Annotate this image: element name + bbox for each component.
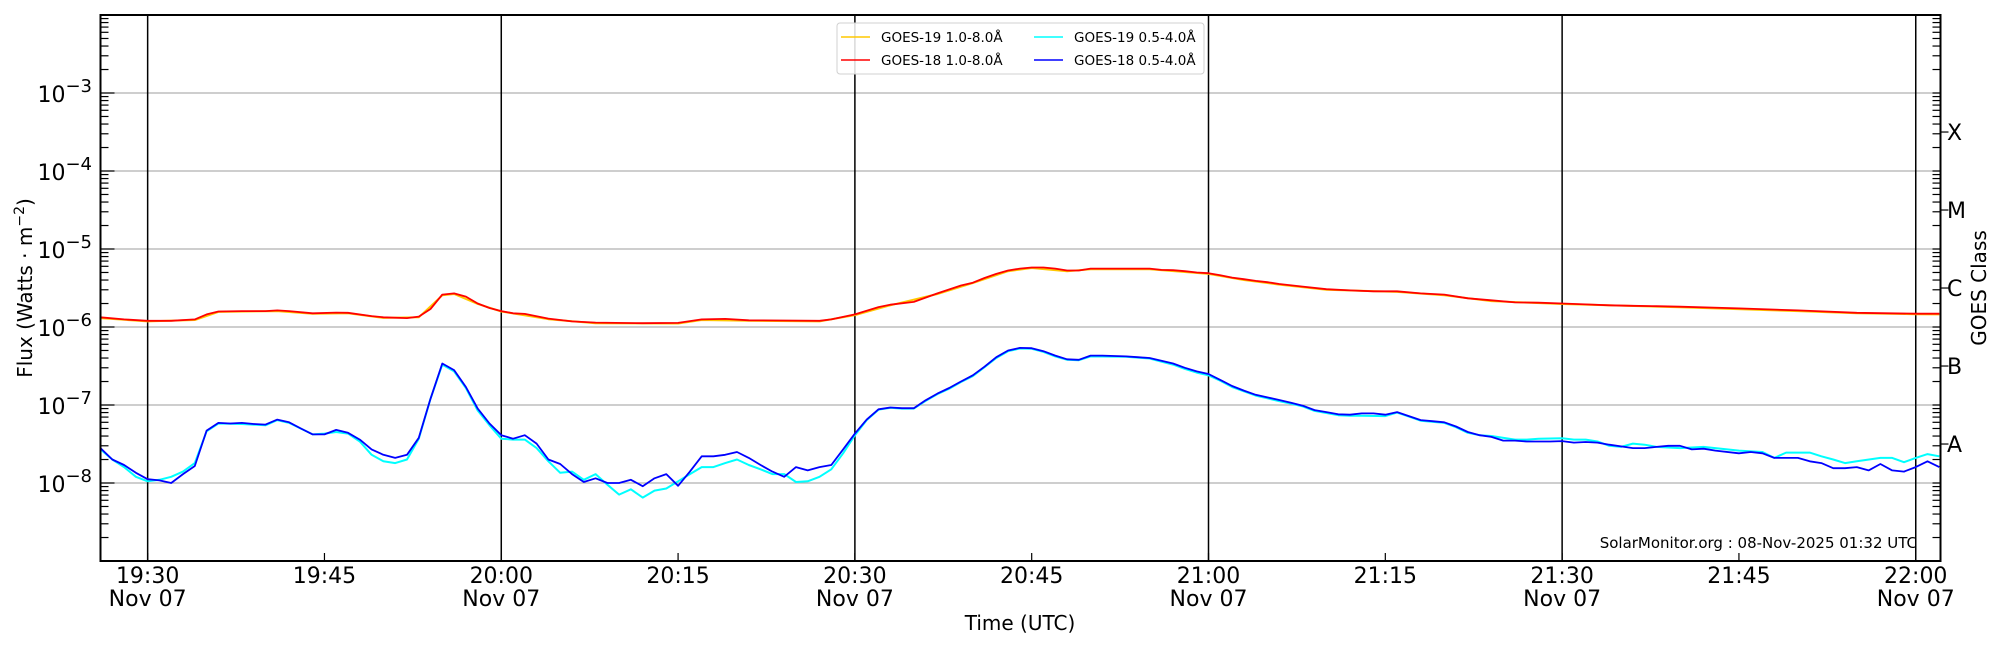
- x-tick-date-label: Nov 07: [1877, 587, 1955, 612]
- goes-class-label: A: [1947, 433, 1962, 458]
- x-tick-time-label: 20:00: [470, 564, 533, 589]
- day-time-marker-lines: [146, 15, 1917, 561]
- legend-label: GOES-18 1.0-8.0Å: [881, 52, 1003, 69]
- x-tick-time-label: 21:15: [1354, 564, 1417, 589]
- x-tick-date-label: Nov 07: [1523, 587, 1601, 612]
- y-tick-base: 10: [37, 473, 65, 498]
- y-tick-label: 10−7: [37, 388, 92, 420]
- x-tick-date-label: Nov 07: [462, 587, 540, 612]
- y-tick-base: 10: [37, 83, 65, 108]
- gridlines: [100, 92, 1941, 484]
- x-tick-date-label: Nov 07: [816, 587, 894, 612]
- goes-class-label: M: [1947, 199, 1966, 224]
- y-tick-exponent: −8: [65, 466, 92, 487]
- y-tick-exponent: −7: [65, 388, 92, 409]
- x-tick-time-label: 19:45: [293, 564, 356, 589]
- goes-class-label: X: [1947, 121, 1962, 146]
- data-series: [99, 266, 1940, 499]
- y-tick-base: 10: [37, 161, 65, 186]
- x-tick-time-label: 21:45: [1707, 564, 1770, 589]
- legend-label: GOES-19 1.0-8.0Å: [881, 29, 1003, 46]
- goes-class-axis-title: GOES Class: [1967, 230, 1991, 346]
- legend-label: GOES-19 0.5-4.0Å: [1074, 29, 1196, 46]
- legend-label: GOES-18 0.5-4.0Å: [1074, 52, 1196, 69]
- x-tick-time-label: 20:45: [1000, 564, 1063, 589]
- x-tick-date-label: Nov 07: [109, 587, 187, 612]
- y-tick-label: 10−6: [37, 310, 92, 342]
- x-axis-title: Time (UTC): [964, 611, 1076, 635]
- series-line-goes-18-1-0-8-0-: [100, 266, 1940, 325]
- goes-class-label: B: [1947, 355, 1962, 380]
- x-tick-time-label: 20:15: [646, 564, 709, 589]
- y-tick-label: 10−5: [37, 232, 92, 264]
- x-tick-date-label: Nov 07: [1170, 587, 1248, 612]
- y-tick-base: 10: [37, 239, 65, 264]
- y-tick-label: 10−3: [37, 76, 92, 108]
- y-tick-label: 10−4: [37, 154, 92, 186]
- goes-class-label: C: [1947, 277, 1962, 302]
- x-tick-time-label: 22:00: [1884, 564, 1947, 589]
- y-tick-exponent: −4: [65, 154, 92, 175]
- solarmonitor-timestamp: SolarMonitor.org : 08-Nov-2025 01:32 UTC: [1600, 534, 1917, 552]
- y-tick-exponent: −5: [65, 232, 92, 253]
- y-tick-exponent: −3: [65, 76, 92, 97]
- legend: GOES-19 1.0-8.0Å GOES-18 1.0-8.0Å GOES-19 …: [836, 22, 1205, 75]
- series-line-goes-18-0-5-4-0-: [99, 347, 1940, 488]
- legend-box: [836, 22, 1205, 75]
- y-tick-label: 10−8: [37, 466, 92, 498]
- x-tick-time-label: 21:30: [1530, 564, 1593, 589]
- x-tick-time-label: 19:30: [116, 564, 179, 589]
- y-tick-base: 10: [37, 395, 65, 420]
- y-tick-exponent: −6: [65, 310, 92, 331]
- y-tick-base: 10: [37, 317, 65, 342]
- x-tick-time-label: 21:00: [1177, 564, 1240, 589]
- y-axis-title: Flux (Watts · m−2): [12, 198, 37, 378]
- x-tick-time-label: 20:30: [823, 564, 886, 589]
